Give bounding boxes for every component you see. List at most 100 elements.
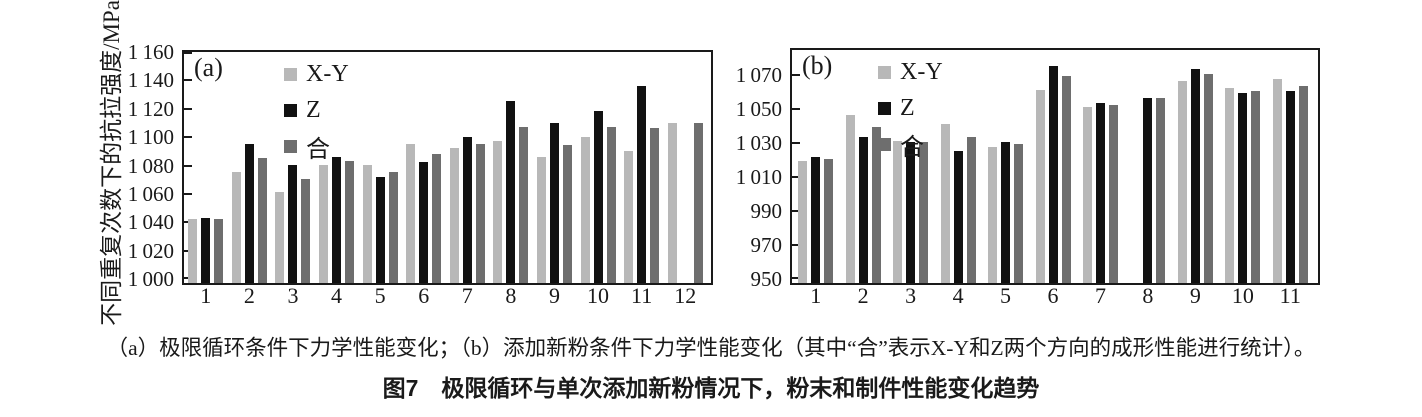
panel-label: (b) (802, 51, 833, 80)
bar-Z-group2 (244, 143, 254, 283)
y-tick-label: 1 140 (127, 68, 174, 93)
legend-label: Z (900, 94, 915, 121)
y-tick-label: 1 080 (127, 153, 174, 178)
x-tick-label: 7 (461, 283, 473, 308)
x-tick-label: 9 (1189, 283, 1201, 308)
y-tick-mark (184, 192, 192, 195)
bar-X-Y-group4 (940, 123, 950, 283)
bar-合-group9 (1203, 74, 1213, 283)
y-tick-mark (792, 108, 800, 111)
legend-swatch-icon (878, 65, 891, 79)
legend-item-X-Y: X-Y (284, 56, 349, 92)
x-tick-label: 11 (631, 283, 653, 308)
x-tick-label: 6 (418, 283, 430, 308)
y-tick-label: 1 160 (127, 40, 174, 64)
y-tick-mark (184, 249, 192, 252)
bar-X-Y-group3 (275, 192, 285, 283)
bar-合-group2 (257, 158, 267, 283)
x-tick-label: 5 (374, 283, 386, 308)
bar-合-group2 (871, 126, 881, 283)
bar-X-Y-group10 (580, 136, 590, 283)
x-tick-label: 3 (905, 283, 917, 308)
y-tick-label: 1 050 (735, 97, 782, 122)
bar-X-Y-group7 (1082, 106, 1092, 283)
y-tick-label: 1 010 (735, 165, 782, 190)
bar-合-group8 (1156, 98, 1166, 283)
y-tick-mark (792, 277, 800, 279)
bar-合-group10 (1251, 91, 1261, 283)
y-tick-label: 1 040 (127, 210, 174, 235)
bar-Z-group6 (1048, 65, 1058, 283)
x-tick-label: 1 (200, 283, 212, 308)
bar-Z-group6 (419, 162, 429, 283)
y-tick-mark (184, 164, 192, 167)
y-tick-mark (184, 79, 192, 82)
y-tick-label: 1 120 (127, 96, 174, 121)
bar-X-Y-group1 (798, 160, 808, 283)
bar-合-group1 (214, 219, 224, 283)
bar-合-group11 (650, 128, 660, 283)
bar-X-Y-group12 (667, 122, 677, 283)
x-tick-label: 5 (1000, 283, 1012, 308)
legend-swatch-icon (284, 139, 297, 153)
bar-Z-group5 (1001, 142, 1011, 283)
bar-合-group1 (824, 159, 834, 283)
bar-X-Y-group2 (231, 172, 241, 283)
bar-Z-group11 (1285, 91, 1295, 283)
bar-X-Y-group8 (493, 141, 503, 283)
legend-item-Z: Z (878, 90, 943, 126)
y-tick-label: 1 000 (127, 267, 174, 291)
panel-label: (a) (194, 53, 223, 82)
legend-item-Z: Z (284, 92, 349, 128)
x-tick-label: 2 (243, 283, 255, 308)
legend-swatch-icon (878, 101, 891, 115)
y-tick-mark (792, 210, 800, 213)
bar-X-Y-group1 (188, 219, 198, 283)
y-tick-mark (792, 176, 800, 179)
bar-Z-group7 (1095, 103, 1105, 283)
bar-合-group3 (919, 142, 929, 283)
bar-Z-group8 (506, 101, 516, 283)
bar-合-group4 (345, 161, 355, 283)
x-tick-label: 11 (1279, 283, 1301, 308)
legend-label: X-Y (306, 60, 349, 87)
legend-swatch-icon (878, 137, 891, 151)
bar-Z-group4 (953, 150, 963, 283)
bar-合-group8 (519, 126, 529, 283)
bar-Z-group10 (593, 111, 603, 283)
bar-Z-group3 (906, 142, 916, 283)
bar-X-Y-group6 (406, 143, 416, 283)
legend-item-合: 合 (284, 128, 349, 164)
legend: X-Y Z 合 (878, 54, 943, 162)
y-tick-mark (184, 107, 192, 110)
y-tick-label: 1 020 (127, 238, 174, 263)
y-tick-label: 970 (750, 233, 783, 258)
legend-label: X-Y (900, 58, 943, 85)
bar-Z-group9 (1190, 69, 1200, 283)
x-tick-label: 7 (1094, 283, 1106, 308)
bar-合-group7 (475, 143, 485, 283)
bar-合-group11 (1298, 86, 1308, 283)
bar-X-Y-group7 (449, 148, 459, 283)
bar-Z-group2 (858, 137, 868, 283)
bar-Z-group7 (462, 136, 472, 283)
bar-X-Y-group3 (893, 140, 903, 283)
y-tick-mark (184, 221, 192, 224)
bar-合-group12 (693, 122, 703, 283)
bar-合-group3 (301, 179, 311, 283)
legend-label: Z (306, 96, 321, 123)
bar-X-Y-group5 (988, 147, 998, 283)
bar-合-group10 (606, 126, 616, 283)
bar-Z-group1 (201, 217, 211, 283)
bar-Z-group9 (549, 122, 559, 283)
bar-X-Y-group11 (1272, 79, 1282, 283)
y-tick-mark (792, 244, 800, 247)
bar-合-group6 (432, 153, 442, 283)
x-tick-label: 1 (810, 283, 822, 308)
bar-Z-group5 (375, 176, 385, 283)
x-tick-label: 10 (587, 283, 610, 308)
y-tick-label: 1 030 (735, 131, 782, 156)
y-tick-label: 990 (750, 199, 783, 224)
bar-Z-group3 (288, 165, 298, 283)
